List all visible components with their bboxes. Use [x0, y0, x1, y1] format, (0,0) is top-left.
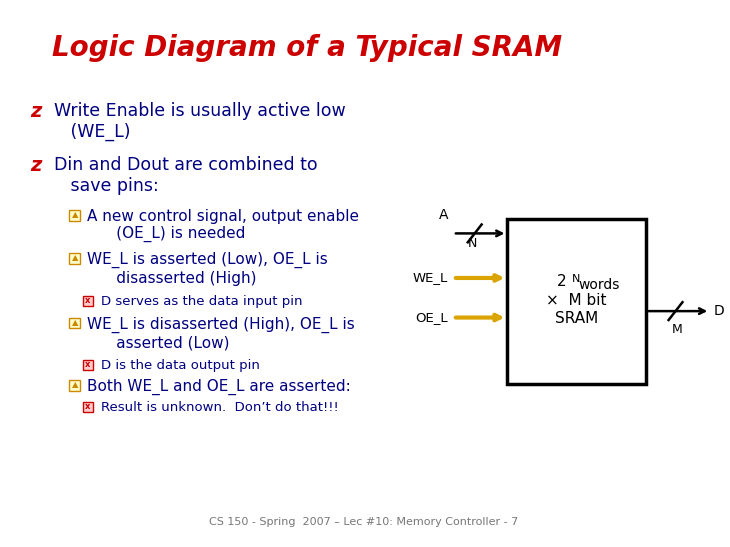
- Text: WE_L is disasserted (High), OE_L is
      asserted (Low): WE_L is disasserted (High), OE_L is asse…: [87, 317, 355, 350]
- Text: words: words: [579, 278, 620, 293]
- Text: N: N: [468, 237, 477, 251]
- Text: ▲: ▲: [72, 318, 78, 327]
- Text: 2: 2: [557, 274, 572, 288]
- Text: N: N: [572, 274, 580, 283]
- Text: x: x: [85, 360, 91, 369]
- Text: ▲: ▲: [72, 253, 78, 262]
- Text: ▲: ▲: [72, 380, 78, 389]
- Text: Result is unknown.  Don’t do that!!!: Result is unknown. Don’t do that!!!: [101, 401, 339, 414]
- Bar: [83, 360, 93, 370]
- Text: CS 150 - Spring  2007 – Lec #10: Memory Controller - 7: CS 150 - Spring 2007 – Lec #10: Memory C…: [210, 517, 518, 527]
- Text: M: M: [672, 323, 683, 336]
- Text: D: D: [714, 304, 725, 318]
- Text: Logic Diagram of a Typical SRAM: Logic Diagram of a Typical SRAM: [53, 34, 562, 62]
- Text: A: A: [439, 207, 448, 222]
- Text: D serves as the data input pin: D serves as the data input pin: [101, 295, 302, 308]
- Text: WE_L is asserted (Low), OE_L is
      disasserted (High): WE_L is asserted (Low), OE_L is disasser…: [87, 252, 328, 286]
- Text: OE_L: OE_L: [415, 311, 448, 324]
- Text: A new control signal, output enable
      (OE_L) is needed: A new control signal, output enable (OE_…: [87, 208, 359, 242]
- Bar: [69, 253, 80, 264]
- Text: Both WE_L and OE_L are asserted:: Both WE_L and OE_L are asserted:: [87, 379, 350, 395]
- Text: z: z: [31, 156, 42, 175]
- Text: x: x: [85, 401, 91, 411]
- Text: ▲: ▲: [72, 210, 78, 219]
- Text: Din and Dout are combined to
   save pins:: Din and Dout are combined to save pins:: [54, 156, 318, 195]
- Text: D is the data output pin: D is the data output pin: [101, 359, 260, 372]
- Bar: [69, 210, 80, 220]
- Text: x: x: [85, 296, 91, 305]
- Bar: [83, 296, 93, 306]
- Text: z: z: [31, 102, 42, 121]
- Bar: [83, 401, 93, 411]
- Text: SRAM: SRAM: [555, 311, 598, 326]
- Bar: [507, 219, 646, 384]
- Bar: [69, 318, 80, 328]
- Text: WE_L: WE_L: [412, 271, 448, 284]
- Bar: [69, 380, 80, 391]
- Text: ×  M bit: × M bit: [546, 293, 607, 309]
- Text: Write Enable is usually active low
   (WE_L): Write Enable is usually active low (WE_L…: [54, 102, 346, 141]
